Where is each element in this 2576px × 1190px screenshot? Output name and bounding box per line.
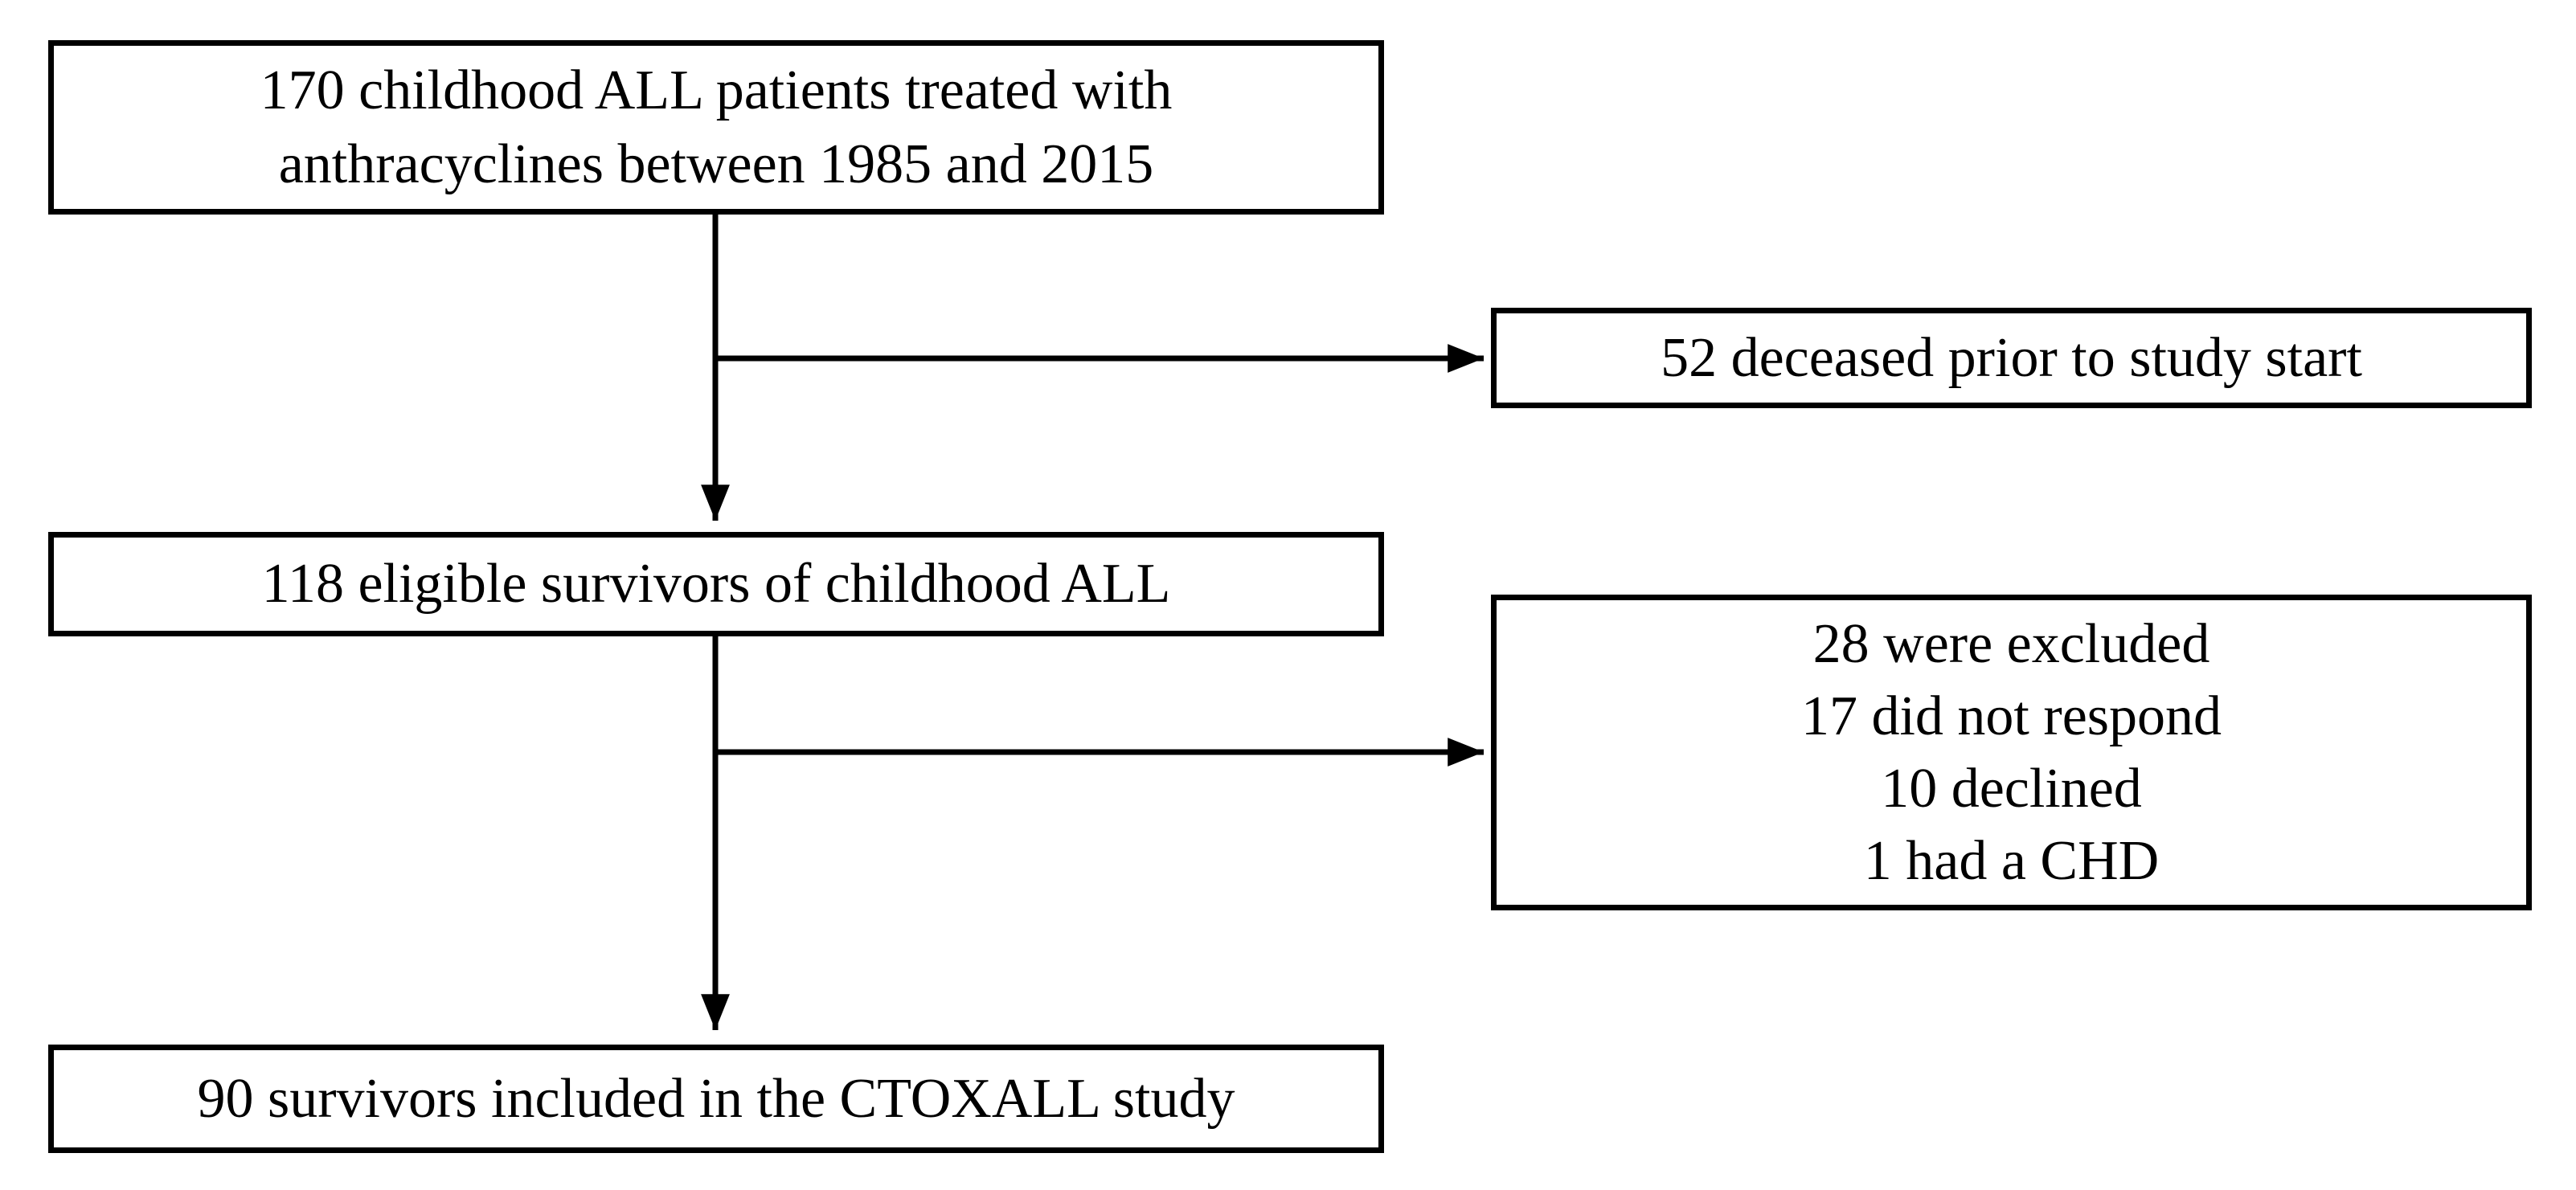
box-included-survivors: 90 survivors included in the CTOXALL stu… — [48, 1045, 1384, 1153]
box-excluded: 28 were excluded 17 did not respond 10 d… — [1491, 595, 2532, 910]
box-excluded-line-1: 28 were excluded — [1812, 612, 2210, 675]
box-excluded-line-3: 10 declined — [1881, 757, 2142, 820]
box-eligible-survivors: 118 eligible survivors of childhood ALL — [48, 532, 1384, 636]
box-deceased-line-1: 52 deceased prior to study start — [1661, 326, 2362, 389]
box-treated-line-1: 170 childhood ALL patients treated with — [260, 59, 1173, 121]
box-eligible-line-1: 118 eligible survivors of childhood ALL — [261, 553, 1171, 615]
box-treated-patients: 170 childhood ALL patients treated with … — [48, 40, 1384, 215]
box-excluded-line-4: 1 had a CHD — [1863, 829, 2160, 892]
box-treated-line-2: anthracyclines between 1985 and 2015 — [278, 133, 1154, 195]
box-included-line-1: 90 survivors included in the CTOXALL stu… — [197, 1067, 1235, 1130]
box-deceased: 52 deceased prior to study start — [1491, 308, 2532, 408]
box-excluded-line-2: 17 did not respond — [1800, 685, 2222, 747]
